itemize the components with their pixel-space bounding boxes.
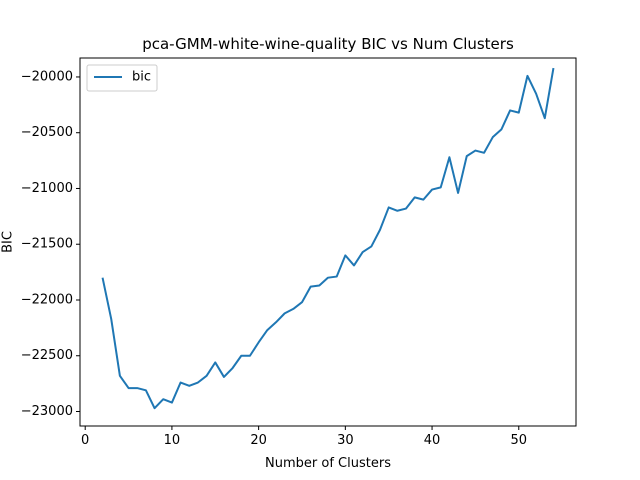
- series-layer: [101, 67, 555, 410]
- legend: bic: [86, 64, 158, 92]
- x-tick-label: 40: [424, 433, 441, 448]
- x-axis-ticks: 0 10 20 30 40 50: [81, 426, 527, 448]
- x-tick-label: 50: [510, 433, 527, 448]
- x-tick-label: 0: [81, 433, 89, 448]
- y-tick-label: −22000: [21, 292, 73, 307]
- y-tick-label: −22500: [21, 348, 73, 363]
- y-tick-label: −21000: [21, 181, 73, 196]
- y-tick-label: −21500: [21, 237, 73, 252]
- chart-title: pca-GMM-white-wine-quality BIC vs Num Cl…: [142, 35, 514, 53]
- axes-frame: [79, 57, 577, 427]
- x-tick-label: 20: [250, 433, 267, 448]
- y-tick-label: −20500: [21, 125, 73, 140]
- x-tick-label: 10: [164, 433, 181, 448]
- y-axis-ticks: −23000 −22500 −22000 −21500 −21000 −20500 −200…: [21, 69, 80, 419]
- y-tick-label: −23000: [21, 404, 73, 419]
- series-line-bic: [101, 67, 555, 410]
- y-tick-label: −20000: [21, 69, 73, 84]
- legend-label-bic: bic: [132, 70, 151, 85]
- x-tick-label: 30: [337, 433, 354, 448]
- x-axis-label: Number of Clusters: [265, 456, 391, 471]
- y-axis-label: BIC: [1, 231, 16, 253]
